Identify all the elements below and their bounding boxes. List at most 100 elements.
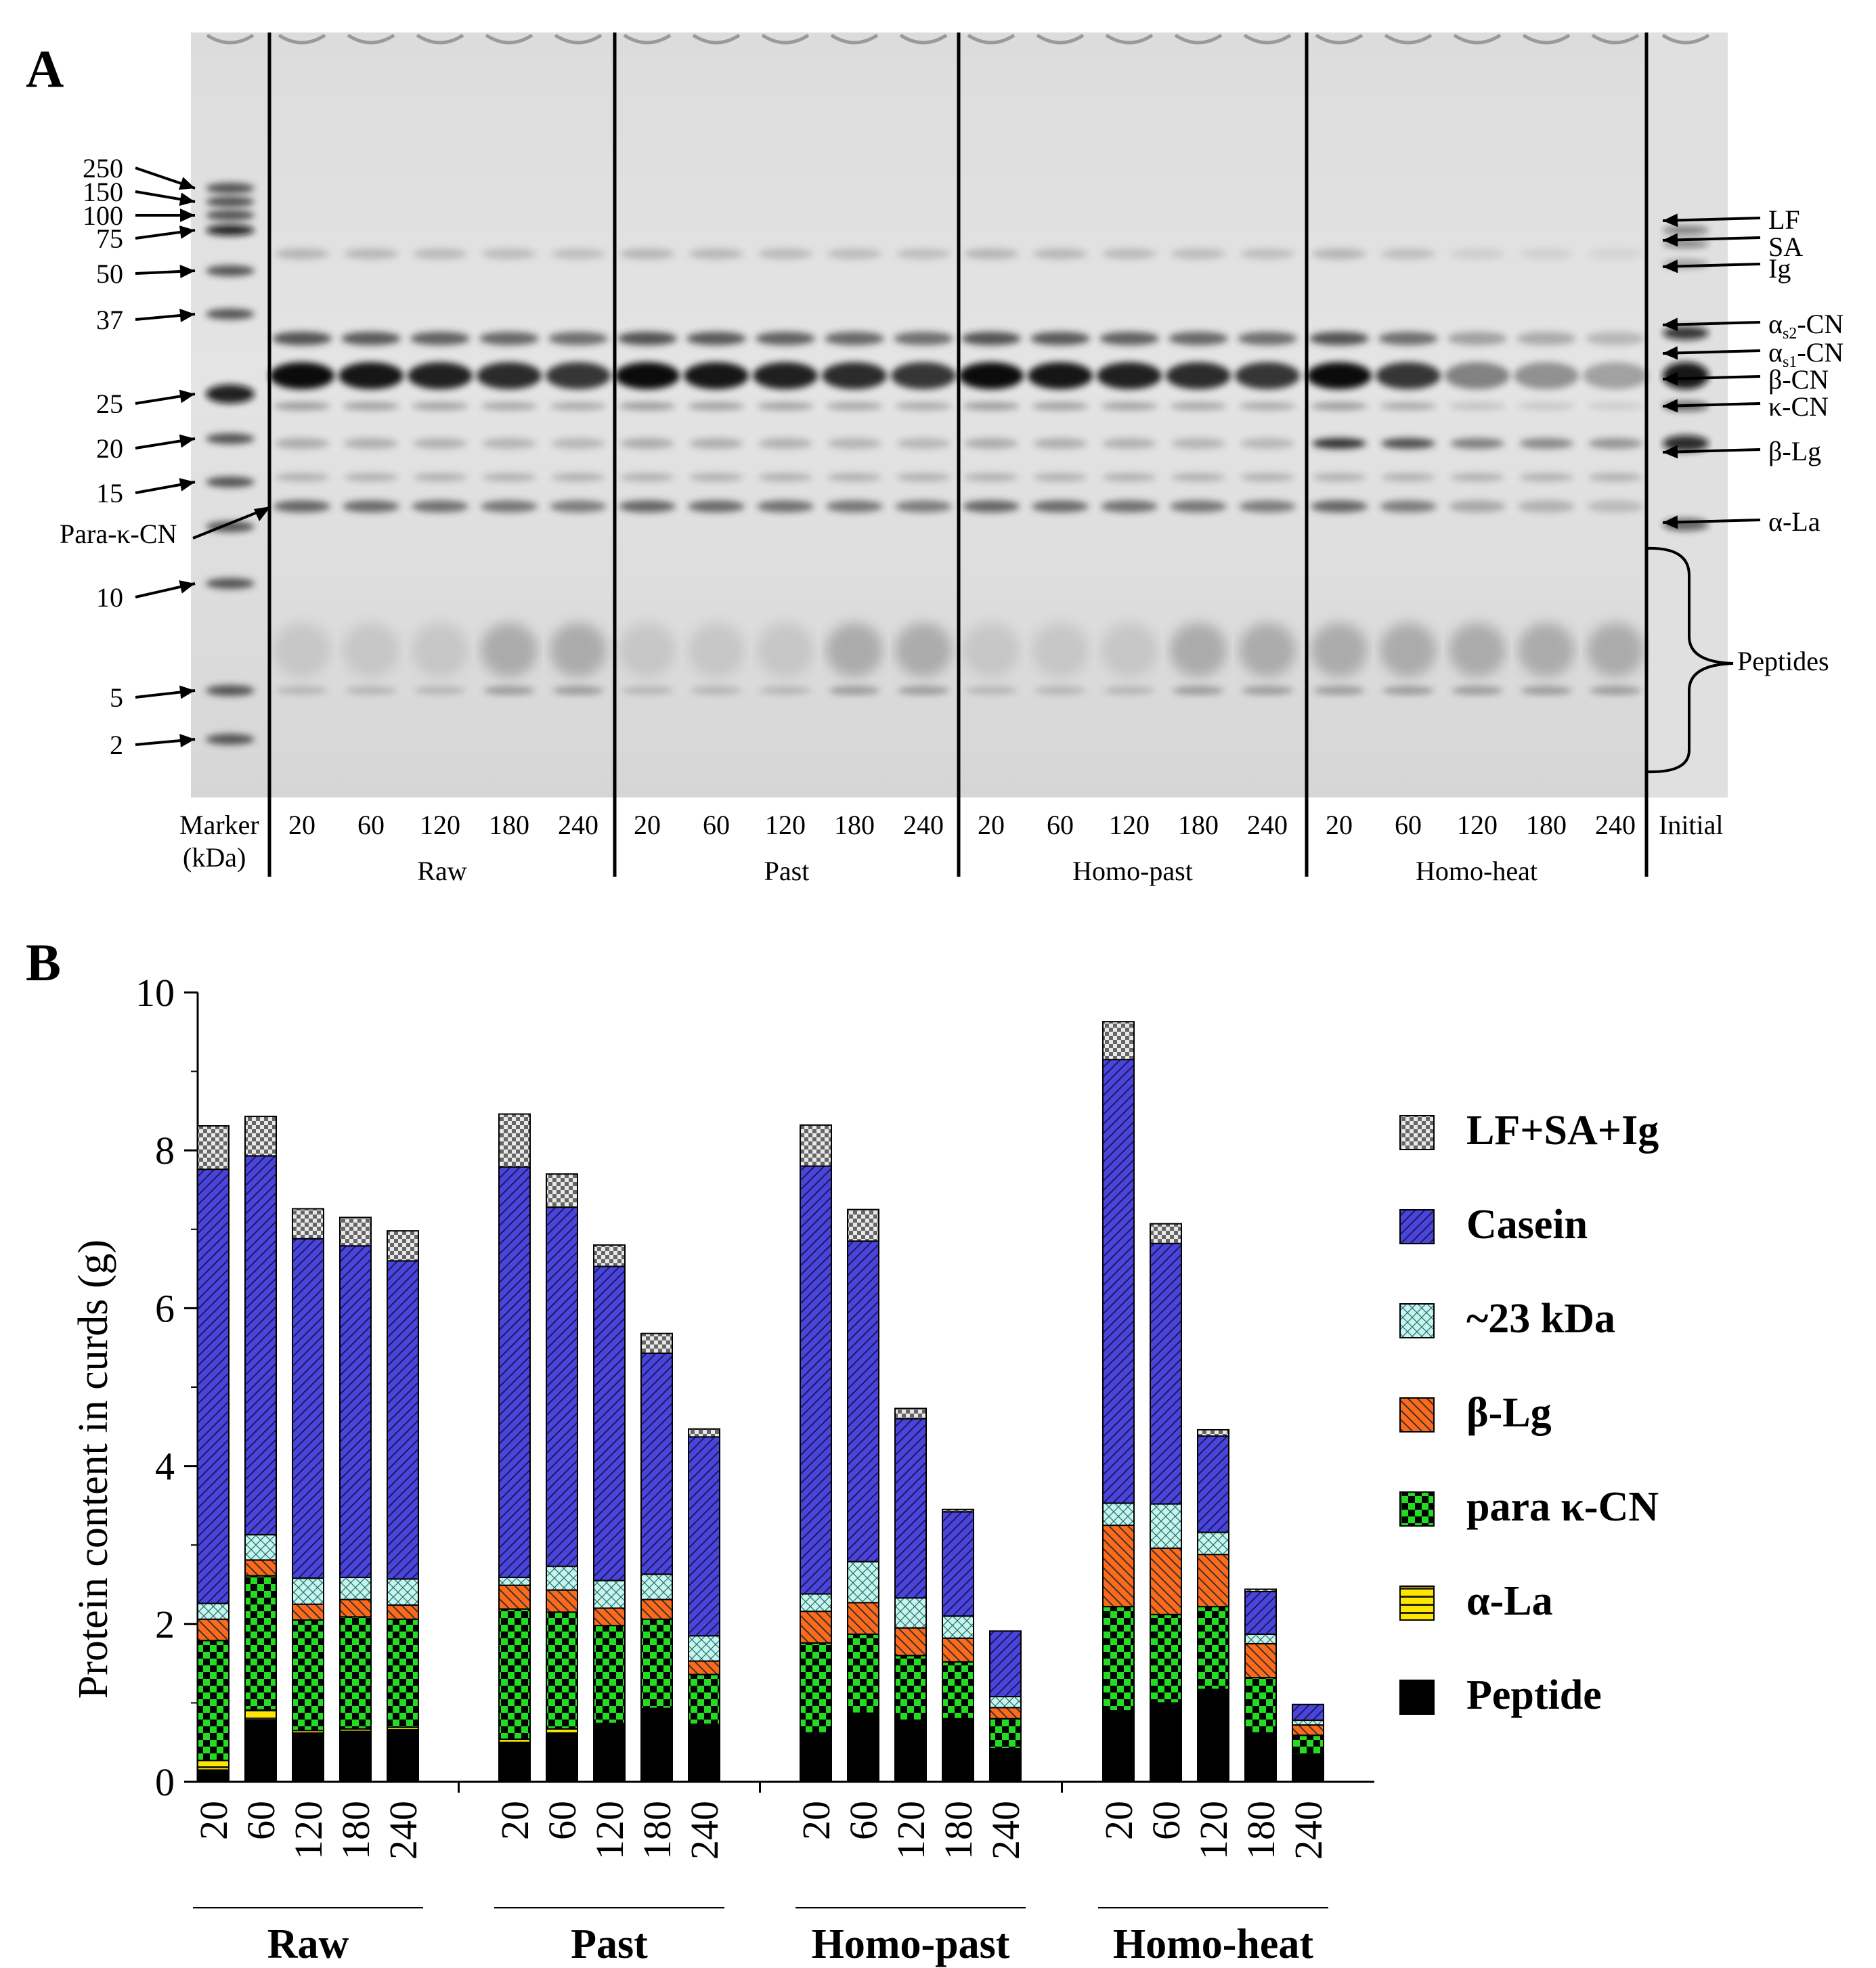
legend-swatch [1399,1303,1435,1338]
alpha-s-casein-band [686,332,746,345]
beta-casein-band [339,362,403,389]
x-tick-label: 180 [1239,1801,1283,1860]
bar-segment [593,1723,626,1783]
bar-segment [942,1615,974,1639]
alpha-s-casein-band [272,332,332,345]
gel-well [1036,33,1085,45]
y-tick-label: 2 [155,1602,175,1646]
peptide-smear [1587,623,1644,677]
x-tick-label: 180 [635,1801,679,1860]
minor-band [275,473,329,481]
y-tick-label: 8 [155,1129,175,1173]
marker-band [206,196,255,207]
peptide-band [1313,686,1365,695]
bar-segment [847,1208,879,1242]
beta-casein-band [1376,362,1441,389]
bar-segment [1244,1590,1277,1635]
bar-segment [197,1168,230,1604]
right-band-labels: LF SA Ig αs2-CN αs1-CN β-CN κ-CN β-Lg α-… [1737,204,1844,676]
bar-segment [244,1720,277,1783]
beta-lg-band [689,438,743,449]
lf-sa-ig-band [1033,248,1087,259]
bar-segment [800,1732,832,1783]
peptide-band [552,686,604,695]
bar-segment [387,1729,419,1783]
gel-well [1661,33,1710,45]
bar-segment [1150,1503,1182,1549]
band-arrow [1662,402,1761,408]
para-kappa-cn-band [1449,500,1506,512]
peptide-smear [550,623,607,677]
marker-band [206,309,255,320]
bar-segment [1197,1435,1229,1533]
lf-sa-ig-band [896,248,951,259]
marker-arrowhead [179,580,195,594]
peptide-smear [1449,623,1506,677]
bar-segment [894,1627,927,1657]
bar-segment [1244,1677,1277,1734]
group-label: Homo-heat [1113,1921,1314,1967]
peptide-smear [895,623,952,677]
legend-swatch [1399,1586,1435,1621]
legend-label: ~23 kDa [1466,1296,1615,1342]
marker-size-label: 2 [110,730,123,760]
x-tick-label: 20 [493,1801,537,1840]
legend-label: α-La [1466,1578,1553,1624]
lane-time-label: 180 [489,810,529,840]
x-ticks: 20 60 120 180 240 20 60 120 180 240 20 60 120 180 240 2… [192,1801,1330,1860]
beta-casein-band [891,362,956,389]
marker-band [206,210,255,221]
ala-label: α-La [1768,506,1820,537]
beta-casein-band [546,362,611,389]
peptide-band [898,686,949,695]
beta-casein-band [1097,362,1162,389]
alpha-s-casein-band [617,332,677,345]
marker-arrowhead [179,265,195,278]
marker-arrowhead [179,309,195,322]
marker-size-label: 100 [83,200,123,231]
bar-segment [640,1598,673,1620]
bar-segment [292,1238,324,1579]
bar-segment [1150,1223,1182,1244]
band-arrowhead [1663,372,1678,386]
peptide-smear [1032,623,1089,677]
alpha-s-casein-band [1447,332,1507,345]
bar-segment [989,1707,1022,1720]
minor-band [827,473,881,481]
right-band-arrows [1662,213,1761,529]
marker-size-label: 25 [96,389,123,419]
marker-band [206,685,255,696]
band-arrow [1662,217,1761,222]
bar-segment [1102,1021,1135,1061]
para-kcn-label: Para-κ-CN [60,519,177,549]
bar-segment [800,1124,832,1167]
marker-size-label: 75 [96,223,123,254]
gel-well [1591,33,1640,45]
initial-lane-label: Initial [1659,810,1724,840]
beta-lg-band [1312,438,1366,449]
legend-swatch [1399,1397,1435,1433]
band-arrow [1662,236,1761,242]
bar-segment [292,1732,324,1783]
minor-band [1588,473,1642,481]
y-axis-label: Protein content in curds (g) [70,1240,116,1699]
para-kappa-cn-band [1239,500,1296,512]
alpha-s-casein-band [825,332,884,345]
lf-sa-ig-band [1450,248,1504,259]
bar-segment [339,1598,372,1618]
lane-time-label: 240 [1247,810,1288,840]
beta-casein-band [822,362,887,389]
kappa-casein-band [895,402,952,410]
x-tick-label: 240 [984,1801,1028,1860]
lane-time-label: 20 [634,810,661,840]
y-tick-label: 10 [135,971,175,1015]
kappa-casein-band [1239,402,1296,410]
bar-segment [688,1660,720,1676]
bar-segment [339,1217,372,1247]
marker-size-label: 37 [96,305,123,335]
band-arrowhead [1663,399,1678,413]
bar-segment [593,1579,626,1609]
gel-well [278,33,326,45]
gel-well [1174,33,1223,45]
bar-segment [339,1577,372,1600]
